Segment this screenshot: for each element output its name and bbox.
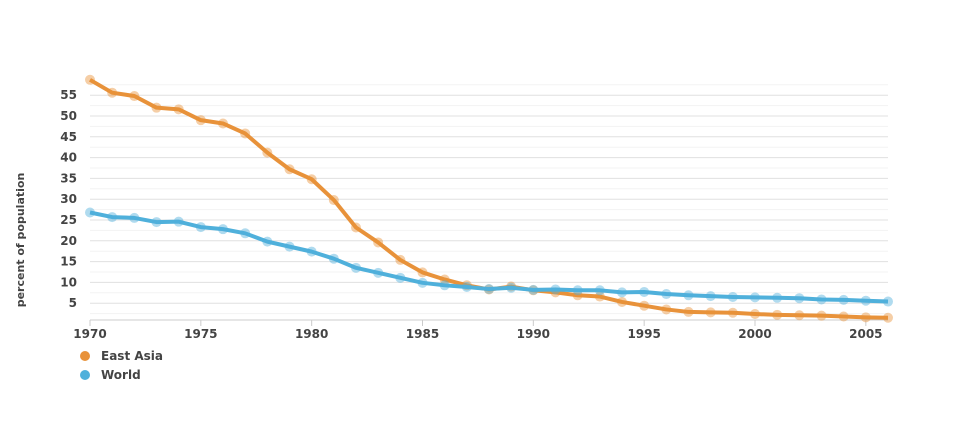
y-tick-label: 30 bbox=[60, 192, 77, 206]
x-tick-label: 1990 bbox=[517, 327, 550, 341]
data-point bbox=[617, 287, 627, 298]
data-point bbox=[727, 291, 738, 302]
data-point bbox=[195, 222, 206, 233]
data-point bbox=[262, 147, 273, 158]
data-point bbox=[683, 306, 694, 317]
data-point bbox=[639, 286, 650, 297]
data-point bbox=[328, 253, 339, 264]
x-tick-label: 1970 bbox=[73, 327, 106, 341]
y-tick-label: 20 bbox=[60, 234, 77, 248]
data-point bbox=[506, 282, 517, 293]
data-point bbox=[550, 284, 561, 295]
legend-marker-icon bbox=[80, 369, 90, 380]
data-point bbox=[439, 274, 450, 285]
data-point bbox=[727, 307, 738, 318]
data-point bbox=[528, 284, 539, 295]
y-tick-label: 40 bbox=[60, 151, 77, 165]
series-line-world bbox=[89, 210, 889, 304]
data-point bbox=[794, 310, 805, 321]
data-point bbox=[284, 164, 295, 175]
data-point bbox=[173, 104, 184, 115]
y-tick-label: 25 bbox=[60, 213, 77, 227]
data-point bbox=[284, 241, 295, 252]
data-point bbox=[351, 222, 361, 233]
data-point bbox=[860, 295, 871, 306]
data-point bbox=[572, 285, 583, 296]
data-point bbox=[306, 174, 317, 185]
data-point bbox=[838, 294, 849, 305]
data-point bbox=[617, 296, 627, 307]
legend-item[interactable]: World bbox=[80, 365, 163, 384]
y-tick-label: 15 bbox=[60, 255, 77, 269]
legend-label: East Asia bbox=[101, 348, 163, 363]
legend: East Asia World bbox=[80, 346, 163, 384]
y-tick-label: 10 bbox=[60, 275, 77, 289]
data-point bbox=[151, 217, 162, 228]
data-point bbox=[705, 307, 716, 318]
data-point bbox=[173, 216, 184, 227]
y-tick-label: 35 bbox=[60, 171, 77, 185]
y-tick-label: 45 bbox=[60, 130, 77, 144]
data-point bbox=[883, 296, 893, 307]
data-point bbox=[262, 236, 273, 247]
legend-label: World bbox=[101, 367, 141, 382]
y-axis-label: percent of population bbox=[14, 173, 27, 308]
data-point bbox=[705, 291, 716, 302]
data-point bbox=[594, 285, 605, 296]
data-point bbox=[750, 309, 760, 320]
data-point bbox=[240, 228, 251, 239]
x-tick-label: 2005 bbox=[849, 327, 882, 341]
data-point bbox=[151, 102, 162, 113]
data-point bbox=[572, 290, 583, 301]
data-point bbox=[395, 272, 406, 283]
data-point bbox=[816, 294, 827, 305]
data-point bbox=[661, 304, 672, 315]
data-point bbox=[240, 128, 251, 139]
x-tick-label: 1975 bbox=[184, 327, 217, 341]
x-tick-label: 1980 bbox=[295, 327, 328, 341]
data-point bbox=[439, 280, 450, 291]
data-point bbox=[107, 87, 118, 98]
data-point bbox=[860, 312, 871, 323]
data-point bbox=[129, 212, 140, 223]
data-point bbox=[85, 207, 95, 218]
data-point bbox=[594, 291, 605, 302]
data-point bbox=[772, 309, 783, 320]
y-tick-label: 50 bbox=[60, 109, 77, 123]
data-point bbox=[683, 290, 694, 301]
data-point bbox=[484, 284, 494, 295]
legend-item[interactable]: East Asia bbox=[80, 346, 163, 365]
data-point bbox=[417, 277, 428, 288]
data-point bbox=[129, 91, 140, 102]
x-tick-label: 1995 bbox=[627, 327, 660, 341]
data-point bbox=[328, 195, 339, 206]
data-point bbox=[883, 312, 893, 323]
data-point bbox=[750, 292, 760, 303]
data-point bbox=[195, 115, 206, 126]
data-point bbox=[838, 311, 849, 322]
data-point bbox=[417, 267, 428, 278]
x-tick-label: 2000 bbox=[738, 327, 771, 341]
data-point bbox=[373, 237, 384, 248]
data-point bbox=[794, 293, 805, 304]
data-point bbox=[351, 262, 361, 273]
data-point bbox=[218, 118, 228, 129]
data-point bbox=[639, 300, 650, 311]
data-point bbox=[772, 292, 783, 303]
legend-marker-icon bbox=[80, 350, 90, 361]
data-point bbox=[306, 246, 317, 257]
data-point bbox=[395, 254, 406, 265]
data-point bbox=[373, 267, 384, 278]
data-point bbox=[107, 212, 118, 223]
y-tick-label: 55 bbox=[60, 88, 77, 102]
data-point bbox=[461, 281, 472, 292]
data-point bbox=[218, 224, 228, 235]
data-point bbox=[661, 289, 672, 300]
y-tick-label: 5 bbox=[69, 296, 77, 310]
x-tick-label: 1985 bbox=[406, 327, 439, 341]
data-point bbox=[85, 74, 95, 85]
data-point bbox=[816, 310, 827, 321]
